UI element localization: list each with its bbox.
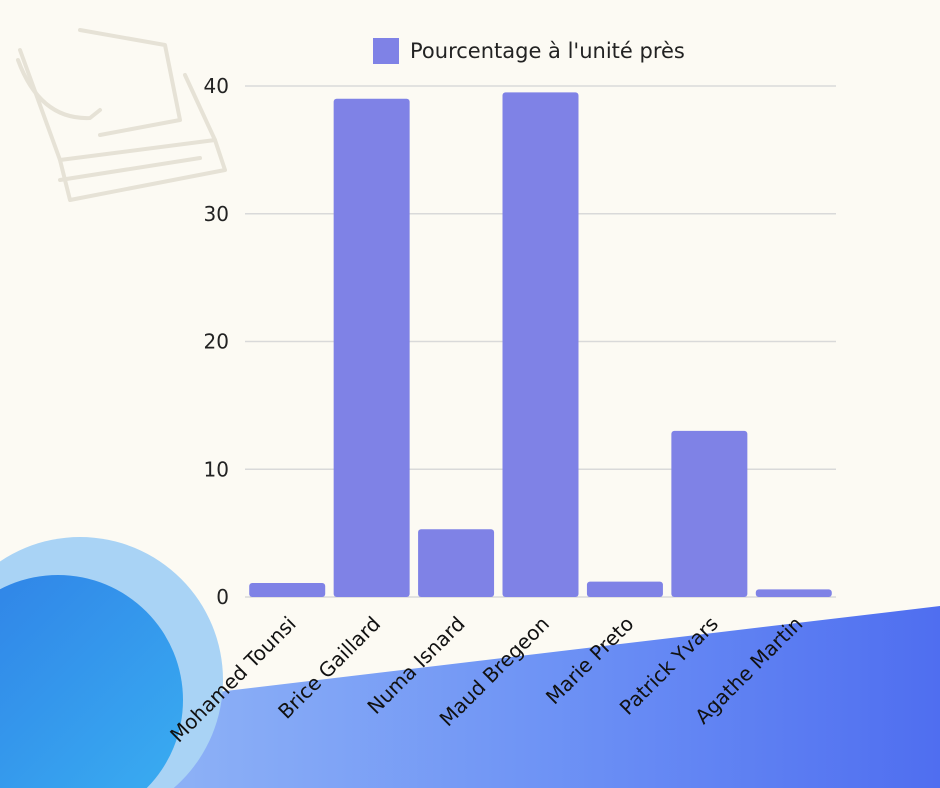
bar bbox=[586, 581, 663, 597]
ballot-box-hand-icon bbox=[16, 28, 227, 202]
y-tick-label: 10 bbox=[204, 457, 229, 481]
wave-decoration bbox=[150, 606, 940, 788]
y-tick-label: 0 bbox=[216, 585, 229, 609]
bar bbox=[671, 430, 748, 597]
bar bbox=[333, 98, 410, 598]
bar bbox=[502, 92, 579, 597]
y-tick-label: 40 bbox=[204, 74, 229, 98]
legend-label: Pourcentage à l'unité près bbox=[410, 39, 685, 63]
bar bbox=[249, 582, 326, 597]
y-tick-label: 20 bbox=[204, 330, 229, 354]
legend: Pourcentage à l'unité près bbox=[373, 38, 685, 64]
bars bbox=[249, 92, 832, 598]
y-axis-ticks: 0 10 20 30 40 bbox=[204, 74, 229, 609]
circle-dark-decoration bbox=[0, 575, 183, 788]
legend-swatch bbox=[373, 38, 399, 64]
y-tick-label: 30 bbox=[204, 202, 229, 226]
bar bbox=[755, 589, 832, 597]
bar bbox=[418, 529, 495, 597]
